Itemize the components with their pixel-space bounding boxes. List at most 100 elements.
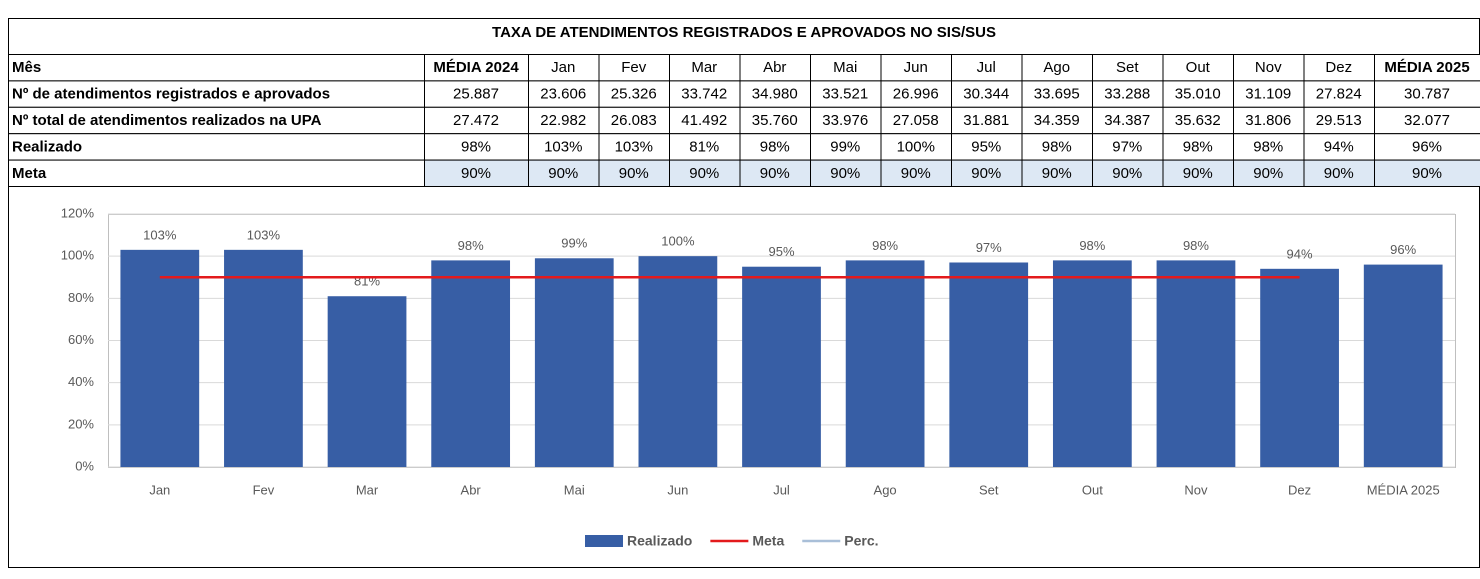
legend-label: Perc. (844, 533, 878, 549)
x-tick-label: Out (1082, 482, 1103, 497)
table-cell (8, 106, 425, 135)
cell-text: 81% (689, 138, 719, 155)
x-tick-label: Abr (461, 482, 482, 497)
table-cell (739, 106, 811, 135)
bar (327, 296, 407, 467)
table-cell (880, 159, 952, 188)
cell-text: Mai (833, 59, 857, 76)
bar (845, 260, 925, 467)
bar (120, 249, 200, 467)
table-cell (1374, 80, 1480, 108)
cell-text: 90% (619, 165, 649, 182)
table-cell (669, 133, 741, 161)
cell-text: 95% (971, 138, 1001, 155)
table-cell (8, 159, 425, 188)
bar (1260, 268, 1339, 467)
table-cell (1233, 133, 1305, 161)
cell-text: Abr (763, 59, 786, 76)
cell-text: 90% (548, 165, 578, 182)
table-cell (669, 80, 741, 108)
table-cell (1021, 106, 1093, 135)
table-cell (1092, 159, 1164, 188)
y-tick-label: 60% (68, 332, 94, 347)
cell-text: 96% (1412, 138, 1442, 155)
y-tick-label: 40% (68, 374, 94, 389)
table-cell (1303, 133, 1375, 161)
cell-text: 31.806 (1245, 112, 1291, 129)
x-tick-label: Mai (564, 482, 585, 497)
cell-text: Nov (1255, 59, 1282, 76)
x-tick-label: MÉDIA 2025 (1367, 482, 1440, 497)
cell-text: 33.976 (822, 112, 868, 129)
cell-text: 33.695 (1034, 86, 1080, 103)
table-cell (1233, 106, 1305, 135)
table-cell (528, 133, 600, 161)
data-label: 98% (1079, 238, 1105, 253)
cell-text: 90% (901, 165, 931, 182)
data-label: 96% (1390, 242, 1416, 257)
bar (638, 256, 718, 467)
cell-text: 27.472 (453, 112, 499, 129)
table-cell (951, 133, 1023, 161)
cell-text: 34.359 (1034, 112, 1080, 129)
bar (431, 260, 511, 467)
row-label: Nº de atendimentos registrados e aprovad… (12, 86, 330, 103)
table-cell (810, 54, 882, 82)
cell-text: Jan (551, 59, 575, 76)
legend-label: Realizado (627, 533, 692, 549)
cell-text: 34.980 (752, 86, 798, 103)
cell-text: 27.058 (893, 112, 939, 129)
row-label: Nº total de atendimentos realizados na U… (12, 112, 322, 129)
bar (224, 249, 303, 467)
bar (1052, 260, 1132, 467)
y-tick-label: 20% (68, 416, 94, 431)
table-cell (424, 159, 529, 188)
cell-text: MÉDIA 2024 (433, 59, 519, 76)
cell-text: 98% (1042, 138, 1072, 155)
table-cell (1374, 133, 1480, 161)
cell-text: 90% (1183, 165, 1213, 182)
cell-text: 33.288 (1104, 86, 1150, 103)
legend-label: Meta (752, 533, 784, 549)
cell-text: 90% (1112, 165, 1142, 182)
y-tick-label: 80% (68, 290, 94, 305)
cell-text: Jul (977, 59, 996, 76)
bar (534, 258, 614, 467)
cell-text: 32.077 (1404, 112, 1450, 129)
table-cell (1162, 159, 1234, 188)
cell-text: Dez (1325, 59, 1352, 76)
x-tick-label: Jul (773, 482, 790, 497)
row-label: Mês (12, 59, 41, 76)
table-cell (810, 106, 882, 135)
cell-text: 99% (830, 138, 860, 155)
table-cell (598, 133, 670, 161)
table-cell (1233, 80, 1305, 108)
cell-text: 34.387 (1104, 112, 1150, 129)
table-cell (8, 80, 425, 108)
y-tick-label: 100% (61, 248, 95, 263)
cell-text: Set (1116, 59, 1139, 76)
cell-text: 90% (971, 165, 1001, 182)
cell-text: 98% (1183, 138, 1213, 155)
cell-text: 103% (615, 138, 653, 155)
y-tick-label: 120% (61, 205, 95, 220)
table-cell (1162, 80, 1234, 108)
cell-text: 27.824 (1316, 86, 1362, 103)
cell-text: 90% (830, 165, 860, 182)
cell-text: 90% (760, 165, 790, 182)
cell-text: 100% (897, 138, 935, 155)
x-tick-label: Jan (149, 482, 170, 497)
y-tick-label: 0% (75, 458, 94, 473)
data-label: 95% (768, 244, 794, 259)
cell-text: 90% (1042, 165, 1072, 182)
row-label: Realizado (12, 138, 82, 155)
table-cell (1162, 54, 1234, 82)
table-cell (1021, 159, 1093, 188)
row-label: Meta (12, 165, 47, 182)
cell-text: 90% (1412, 165, 1442, 182)
cell-text: 90% (461, 165, 491, 182)
table-cell (951, 159, 1023, 188)
data-label: 81% (354, 274, 380, 289)
data-label: 100% (661, 234, 695, 249)
